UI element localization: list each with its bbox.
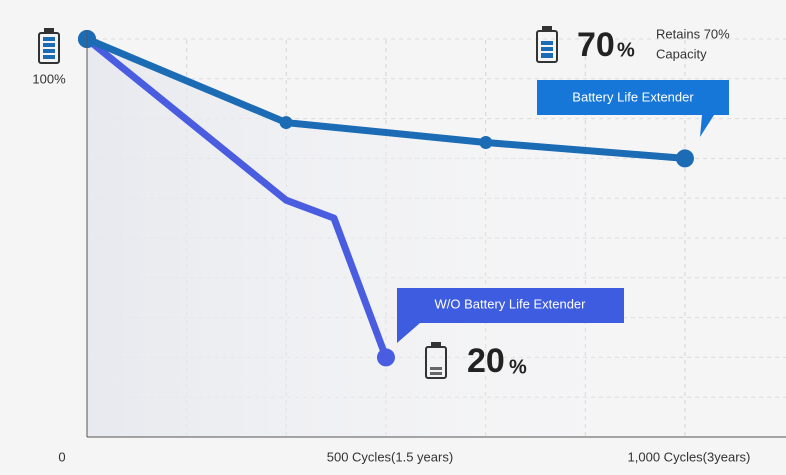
y-tick-label: 100% xyxy=(32,71,66,86)
callout: W/O Battery Life Extender xyxy=(397,288,624,343)
battery-icon xyxy=(536,26,558,63)
x-tick-label: 0 xyxy=(58,449,65,464)
series-label: W/O Battery Life Extender xyxy=(434,296,586,311)
marker xyxy=(376,348,395,367)
unit-annotation: % xyxy=(509,356,527,378)
unit-annotation: % xyxy=(617,39,635,61)
marker xyxy=(479,135,493,149)
marker xyxy=(279,116,293,130)
x-tick-label: 500 Cycles(1.5 years) xyxy=(327,449,453,464)
note: Retains 70% xyxy=(656,26,730,41)
battery-icon xyxy=(38,28,60,64)
area-layer xyxy=(87,39,685,437)
line xyxy=(84,36,390,359)
callout: Battery Life Extender xyxy=(537,80,729,137)
series-label: Battery Life Extender xyxy=(572,89,694,104)
value-annotation: 20 xyxy=(467,342,505,380)
battery-icon xyxy=(425,342,447,379)
note: Capacity xyxy=(656,46,707,61)
value-annotation: 70 xyxy=(577,26,615,64)
marker xyxy=(675,149,694,168)
line xyxy=(85,35,686,162)
area xyxy=(87,39,685,437)
x-tick-label: 1,000 Cycles(3years) xyxy=(628,449,751,464)
